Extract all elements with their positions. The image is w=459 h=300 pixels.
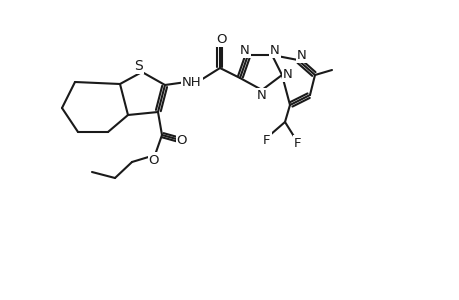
Text: O: O bbox=[216, 33, 227, 46]
Text: F: F bbox=[263, 134, 270, 146]
Text: O: O bbox=[148, 154, 159, 166]
Text: N: N bbox=[282, 68, 292, 80]
Text: N: N bbox=[257, 89, 266, 102]
Text: S: S bbox=[134, 58, 143, 73]
Text: N: N bbox=[240, 44, 249, 56]
Text: O: O bbox=[176, 134, 187, 146]
Text: NH: NH bbox=[182, 76, 202, 88]
Text: N: N bbox=[269, 44, 279, 56]
Text: F: F bbox=[294, 136, 301, 149]
Text: N: N bbox=[297, 49, 306, 62]
